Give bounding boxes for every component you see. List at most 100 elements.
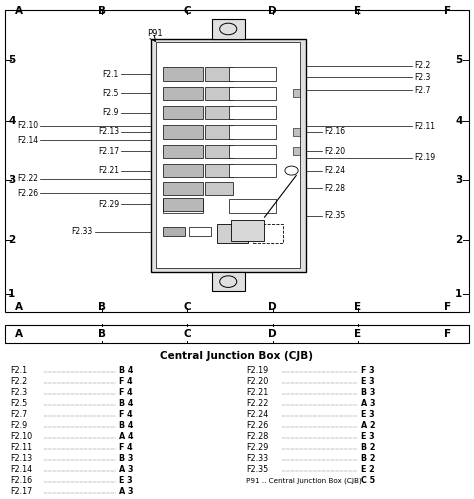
Bar <box>229 106 276 119</box>
Text: B: B <box>98 329 106 339</box>
Text: 5: 5 <box>8 54 16 64</box>
Text: F2.9: F2.9 <box>10 421 27 430</box>
Bar <box>189 227 211 237</box>
Text: C: C <box>183 302 191 312</box>
Text: B: B <box>98 6 106 16</box>
Text: F2.2: F2.2 <box>10 377 27 386</box>
Text: A 4: A 4 <box>119 432 134 441</box>
Text: F2.10: F2.10 <box>17 121 38 130</box>
Text: F2.16: F2.16 <box>324 127 346 136</box>
Text: F2.35: F2.35 <box>324 211 346 220</box>
Text: A: A <box>15 6 23 16</box>
Text: 2: 2 <box>8 235 16 245</box>
Text: F2.35: F2.35 <box>246 465 269 474</box>
Text: B 4: B 4 <box>119 399 134 408</box>
Bar <box>205 145 233 158</box>
Bar <box>293 128 300 136</box>
Text: F2.24: F2.24 <box>246 410 269 419</box>
Text: F2.20: F2.20 <box>246 377 269 386</box>
Text: F2.11: F2.11 <box>414 122 435 131</box>
Bar <box>163 87 203 100</box>
Bar <box>253 225 283 243</box>
Text: C: C <box>183 329 191 339</box>
Text: B 3: B 3 <box>119 454 134 463</box>
Text: F: F <box>444 6 452 16</box>
Text: F2.13: F2.13 <box>10 454 33 463</box>
Text: D: D <box>268 329 277 339</box>
Text: A: A <box>15 302 23 312</box>
Text: 3: 3 <box>455 175 463 185</box>
Polygon shape <box>231 221 264 242</box>
Bar <box>229 164 276 177</box>
Text: Central Junction Box (CJB): Central Junction Box (CJB) <box>161 350 313 360</box>
Bar <box>229 67 276 81</box>
Text: C 5: C 5 <box>361 476 375 485</box>
Bar <box>205 182 233 195</box>
Text: F2.21: F2.21 <box>246 388 269 397</box>
Bar <box>229 125 276 139</box>
Text: F2.29: F2.29 <box>246 443 269 452</box>
Text: F2.19: F2.19 <box>246 366 269 375</box>
Bar <box>205 87 233 100</box>
Text: F 4: F 4 <box>119 377 133 386</box>
Text: E 2: E 2 <box>361 465 375 474</box>
Text: F2.24: F2.24 <box>324 166 346 175</box>
Text: B 3: B 3 <box>361 388 375 397</box>
Bar <box>293 147 300 155</box>
Text: F2.5: F2.5 <box>102 89 119 98</box>
Text: F2.17: F2.17 <box>98 147 119 156</box>
Text: F2.3: F2.3 <box>10 388 27 397</box>
Bar <box>163 182 203 195</box>
Text: 1: 1 <box>455 289 463 299</box>
Bar <box>163 227 185 237</box>
Bar <box>163 106 203 119</box>
Text: F2.17: F2.17 <box>10 487 33 496</box>
Text: B 4: B 4 <box>119 366 134 375</box>
Bar <box>163 125 203 139</box>
Text: A 3: A 3 <box>119 465 134 474</box>
Bar <box>205 67 233 81</box>
Bar <box>163 67 203 81</box>
Text: 1: 1 <box>8 289 16 299</box>
Text: F2.1: F2.1 <box>103 69 119 78</box>
Text: F2.33: F2.33 <box>72 227 93 236</box>
Text: F2.3: F2.3 <box>414 73 431 82</box>
Text: F2.28: F2.28 <box>246 432 269 441</box>
Bar <box>211 272 245 291</box>
Text: F 4: F 4 <box>119 410 133 419</box>
Bar <box>163 164 203 177</box>
Bar <box>163 145 203 158</box>
Text: 4: 4 <box>8 116 16 126</box>
Text: D: D <box>268 6 277 16</box>
Text: F2.10: F2.10 <box>10 432 33 441</box>
Text: C: C <box>183 6 191 16</box>
Text: D: D <box>268 302 277 312</box>
Text: E: E <box>354 329 362 339</box>
Bar <box>205 164 233 177</box>
Text: E: E <box>354 302 362 312</box>
Text: F 3: F 3 <box>361 366 375 375</box>
Bar <box>156 42 300 268</box>
Bar <box>293 89 300 97</box>
Bar <box>151 38 306 272</box>
Text: F2.20: F2.20 <box>324 147 346 156</box>
Text: A 3: A 3 <box>119 487 134 496</box>
Text: F2.11: F2.11 <box>10 443 33 452</box>
Bar <box>5 325 469 343</box>
Text: E 3: E 3 <box>361 377 375 386</box>
Text: 5: 5 <box>455 54 463 64</box>
Text: F2.19: F2.19 <box>414 153 436 162</box>
Text: A 3: A 3 <box>361 399 376 408</box>
Text: P91: P91 <box>147 29 163 38</box>
Text: E: E <box>354 6 362 16</box>
Text: F2.29: F2.29 <box>98 200 119 209</box>
Text: F2.13: F2.13 <box>98 127 119 136</box>
Bar <box>229 145 276 158</box>
Bar <box>229 199 276 213</box>
Text: A: A <box>15 329 23 339</box>
Bar <box>229 87 276 100</box>
Text: F2.33: F2.33 <box>246 454 269 463</box>
Text: F: F <box>444 329 452 339</box>
Bar <box>205 125 233 139</box>
Text: F2.7: F2.7 <box>414 86 431 95</box>
